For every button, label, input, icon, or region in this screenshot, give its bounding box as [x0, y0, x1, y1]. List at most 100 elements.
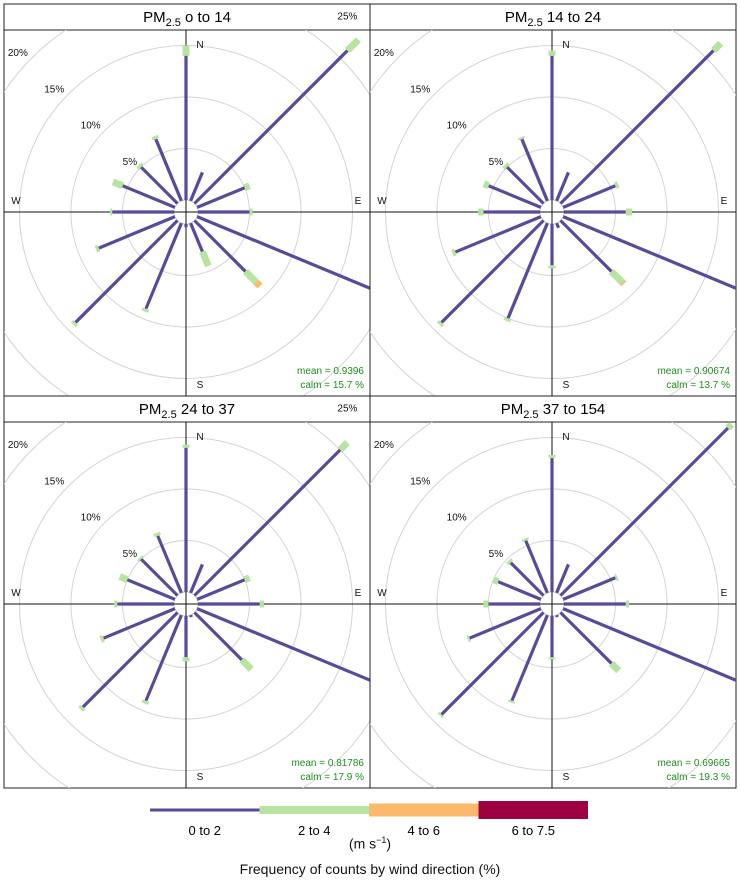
petal-WNW-bin1	[497, 580, 542, 601]
petal-NNE-bin1	[189, 171, 204, 202]
petal-NNE-bin1	[189, 563, 204, 594]
petal-E-bin2	[249, 208, 253, 216]
title-range: 24 to 37	[177, 401, 235, 418]
calm-note: calm = 13.7 %	[666, 380, 730, 391]
cardinal-s: S	[197, 772, 204, 783]
petal-SSE-bin1	[189, 614, 193, 618]
petal-N-bin2	[548, 455, 556, 459]
unit-text: (m s	[348, 835, 377, 852]
petal-E-bin2	[625, 208, 632, 216]
petal-N-bin1	[184, 447, 188, 592]
panel-title: PM2.5 o to 14	[143, 9, 231, 29]
petal-NNW-bin2	[517, 135, 525, 141]
unit-close: )	[386, 835, 392, 852]
petal-W-bin2	[114, 600, 118, 608]
title-subscript: 2.5	[166, 17, 181, 29]
petal-SE-bin1	[193, 219, 247, 273]
petal-SSE-bin1	[189, 222, 204, 253]
radial-tick-label: 20%	[374, 48, 394, 59]
cardinal-w: W	[377, 196, 387, 207]
petal-NNW-bin1	[154, 138, 183, 202]
cardinal-n: N	[196, 40, 203, 51]
petal-W-bin2	[478, 208, 484, 216]
mean-note: mean = 0.9396	[297, 366, 364, 377]
petal-N-bin2	[548, 50, 556, 56]
unit-label: (m s−1)	[0, 835, 740, 852]
title-subscript: 2.5	[527, 17, 542, 29]
petal-WSW-bin1	[98, 215, 176, 250]
cardinal-e: E	[721, 588, 728, 599]
radial-tick-label: 5%	[489, 549, 504, 560]
petal-NNW-bin2	[151, 134, 159, 141]
petal-NE-bin2	[711, 40, 724, 53]
plot-area	[4, 30, 458, 396]
petal-NNW-bin1	[524, 540, 549, 594]
petal-WSW-bin2	[466, 634, 471, 643]
petal-ESE-bin1	[562, 215, 736, 290]
legend-swatch-2	[259, 806, 369, 814]
petal-SE-bin2	[609, 661, 622, 674]
petal-NE-bin1	[559, 426, 730, 597]
petal-NW-bin1	[509, 561, 545, 597]
cardinal-w: W	[11, 196, 21, 207]
mean-note: mean = 0.90674	[657, 366, 730, 377]
petal-SSW-bin2	[141, 699, 150, 705]
cardinal-e: E	[355, 588, 362, 599]
petal-SE-bin2	[243, 269, 259, 285]
petal-SSW-bin1	[506, 222, 549, 319]
petal-N-bin2	[182, 444, 190, 448]
radial-tick-label: 15%	[410, 476, 430, 487]
radial-tick-label: 20%	[8, 48, 28, 59]
radial-tick-label: 10%	[447, 121, 467, 132]
radial-tick-label: 15%	[44, 84, 64, 95]
petal-SW-bin1	[440, 219, 545, 324]
title-main: PM	[143, 9, 166, 26]
cardinal-w: W	[11, 588, 21, 599]
petal-ENE-bin1	[562, 576, 616, 601]
cardinal-n: N	[562, 40, 569, 51]
calm-note: calm = 17.9 %	[300, 772, 364, 783]
cardinal-s: S	[197, 380, 204, 391]
petal-ESE-bin4	[453, 320, 458, 329]
radial-tick-label: 10%	[81, 513, 101, 524]
petal-NW-bin2	[136, 162, 144, 170]
petal-NNW-bin2	[153, 531, 161, 538]
petal-ENE-bin1	[196, 186, 246, 209]
calm-note: calm = 15.7 %	[300, 380, 364, 391]
title-range: o to 14	[181, 9, 231, 26]
cardinal-n: N	[196, 432, 203, 443]
petal-E-bin1	[564, 602, 626, 606]
petal-NE-bin1	[559, 49, 715, 205]
petal-ESE-bin3	[424, 700, 430, 708]
petal-NNE-bin1	[555, 171, 570, 202]
mean-note: mean = 0.69665	[657, 758, 730, 769]
petal-WNW-bin2	[118, 573, 129, 583]
petal-S-bin2	[548, 265, 556, 269]
petal-SE-bin1	[559, 611, 613, 665]
radial-tick-label: 20%	[8, 440, 28, 451]
petal-NNW-bin1	[156, 535, 183, 594]
petal-S-bin1	[550, 616, 554, 658]
petal-NW-bin2	[506, 558, 514, 566]
petal-SW-bin2	[70, 320, 78, 328]
petal-ESE-bin1	[196, 215, 370, 290]
panel-title: PM2.5 24 to 37	[139, 401, 235, 421]
petal-E-bin2	[625, 600, 629, 608]
petal-ENE-bin1	[562, 184, 616, 209]
petal-ENE-bin2	[243, 574, 251, 583]
petal-NNW-bin1	[520, 138, 549, 202]
petal-ENE-bin1	[196, 578, 246, 601]
petal-SW-bin2	[78, 704, 86, 712]
mean-note: mean = 0.81786	[291, 758, 364, 769]
petal-NE-bin1	[193, 49, 349, 205]
radial-tick-label: 10%	[81, 121, 101, 132]
petal-ESE-bin1	[196, 607, 370, 682]
petal-WNW-bin1	[488, 184, 542, 209]
petal-W-bin2	[483, 600, 489, 608]
petal-WSW-bin1	[102, 607, 176, 640]
plot-area	[370, 30, 736, 396]
petal-NE-bin2	[337, 440, 350, 453]
petal-W-bin1	[117, 602, 174, 606]
